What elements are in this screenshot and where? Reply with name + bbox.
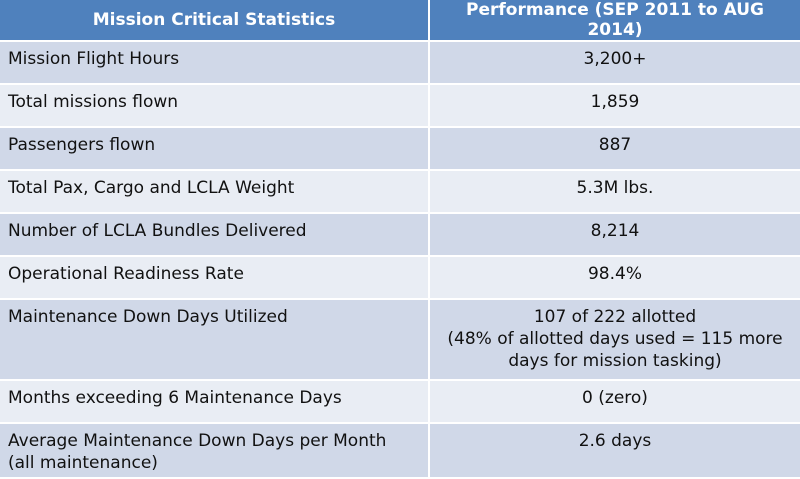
row-value: 1,859 xyxy=(430,85,800,128)
row-value: 3,200+ xyxy=(430,42,800,85)
table-header: Mission Critical Statistics Performance … xyxy=(0,0,800,42)
table-row: Mission Flight Hours 3,200+ xyxy=(0,42,800,85)
header-row: Mission Critical Statistics Performance … xyxy=(0,0,800,42)
value-line: days for mission tasking) xyxy=(508,351,722,371)
table-row: Total missions flown 1,859 xyxy=(0,85,800,128)
row-value: 0 (zero) xyxy=(430,381,800,424)
table-row: Number of LCLA Bundles Delivered 8,214 xyxy=(0,214,800,257)
row-value: 887 xyxy=(430,128,800,171)
table-row: Passengers flown 887 xyxy=(0,128,800,171)
row-label: Months exceeding 6 Maintenance Days xyxy=(0,381,430,424)
table-row: Operational Readiness Rate 98.4% xyxy=(0,257,800,300)
row-label: Passengers flown xyxy=(0,128,430,171)
value-line: (48% of allotted days used = 115 more xyxy=(447,329,783,349)
label-line: (all maintenance) xyxy=(8,453,158,473)
table-row: Average Maintenance Down Days per Month … xyxy=(0,424,800,479)
row-value: 2.6 days xyxy=(430,424,800,479)
row-value: 98.4% xyxy=(430,257,800,300)
table-body: Mission Flight Hours 3,200+ Total missio… xyxy=(0,42,800,479)
row-label: Maintenance Down Days Utilized xyxy=(0,300,430,381)
row-label: Operational Readiness Rate xyxy=(0,257,430,300)
value-line: 107 of 222 allotted xyxy=(533,307,697,327)
row-label: Mission Flight Hours xyxy=(0,42,430,85)
row-value: 107 of 222 allotted (48% of allotted day… xyxy=(430,300,800,381)
table-row: Maintenance Down Days Utilized 107 of 22… xyxy=(0,300,800,381)
row-label: Average Maintenance Down Days per Month … xyxy=(0,424,430,479)
row-label: Total missions flown xyxy=(0,85,430,128)
header-performance: Performance (SEP 2011 to AUG 2014) xyxy=(430,0,800,42)
row-value: 5.3M lbs. xyxy=(430,171,800,214)
label-line: Average Maintenance Down Days per Month xyxy=(8,431,387,451)
table-row: Total Pax, Cargo and LCLA Weight 5.3M lb… xyxy=(0,171,800,214)
table-row: Months exceeding 6 Maintenance Days 0 (z… xyxy=(0,381,800,424)
header-mission-critical-statistics: Mission Critical Statistics xyxy=(0,0,430,42)
row-value: 8,214 xyxy=(430,214,800,257)
row-label: Total Pax, Cargo and LCLA Weight xyxy=(0,171,430,214)
row-label: Number of LCLA Bundles Delivered xyxy=(0,214,430,257)
